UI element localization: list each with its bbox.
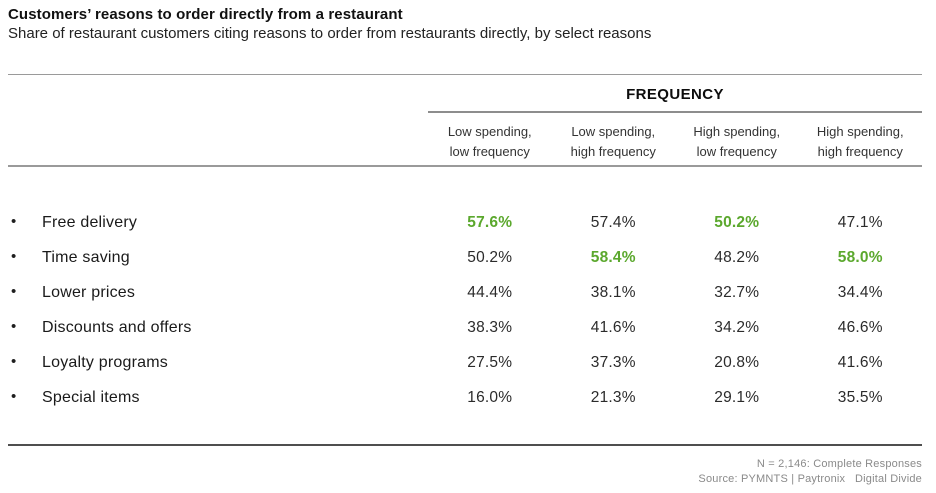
row-label: Lower prices <box>42 283 136 301</box>
column-header-high-high: High spending, high frequency <box>816 124 904 159</box>
value-cell: 50.2% <box>467 248 513 266</box>
column-headers: Low spending, low frequency Low spending… <box>428 122 922 162</box>
value-cell: 29.1% <box>714 388 760 406</box>
table-body: • Free delivery 57.6% 57.4% 50.2% 47.1% … <box>8 205 922 415</box>
row-label: Loyalty programs <box>42 353 168 371</box>
divider-frequency <box>428 111 922 113</box>
bullet-icon: • <box>11 352 17 370</box>
value-cell: 32.7% <box>714 283 760 301</box>
row-label-cell: • Lower prices <box>8 282 428 302</box>
row-label: Discounts and offers <box>42 318 192 336</box>
value-cell: 21.3% <box>590 388 636 406</box>
row-label: Time saving <box>42 248 130 266</box>
divider-top <box>8 74 922 75</box>
value-cell: 35.5% <box>837 388 883 406</box>
table-row-loyalty-programs: • Loyalty programs 27.5% 37.3% 20.8% 41.… <box>8 345 922 380</box>
table-row-time-saving: • Time saving 50.2% 58.4% 48.2% 58.0% <box>8 240 922 275</box>
value-cell: 41.6% <box>590 318 636 336</box>
table-row-special-items: • Special items 16.0% 21.3% 29.1% 35.5% <box>8 380 922 415</box>
column-header-high-low: High spending, low frequency <box>693 124 781 159</box>
row-label-cell: • Free delivery <box>8 212 428 232</box>
table-row-free-delivery: • Free delivery 57.6% 57.4% 50.2% 47.1% <box>8 205 922 240</box>
value-cell: 20.8% <box>714 353 760 371</box>
source-note: Source: PYMNTS | Paytronix Digital Divid… <box>698 473 922 485</box>
value-cell: 38.3% <box>467 318 513 336</box>
value-cell: 57.6% <box>467 213 513 231</box>
table-row-discounts-and-offers: • Discounts and offers 38.3% 41.6% 34.2%… <box>8 310 922 345</box>
value-cell: 47.1% <box>837 213 883 231</box>
bullet-icon: • <box>11 282 17 300</box>
value-cell: 48.2% <box>714 248 760 266</box>
sample-size-note: N = 2,146: Complete Responses <box>756 458 922 470</box>
value-cell: 44.4% <box>467 283 513 301</box>
column-header-low-high: Low spending, high frequency <box>570 124 656 159</box>
value-cell: 58.0% <box>837 248 883 266</box>
bullet-icon: • <box>11 247 17 265</box>
value-cell: 46.6% <box>837 318 883 336</box>
bullet-icon: • <box>11 387 17 405</box>
table-row-lower-prices: • Lower prices 44.4% 38.1% 32.7% 34.4% <box>8 275 922 310</box>
bullet-icon: • <box>11 212 17 230</box>
value-cell: 34.4% <box>837 283 883 301</box>
page-title: Customers’ reasons to order directly fro… <box>8 6 403 23</box>
bullet-icon: • <box>11 317 17 335</box>
value-cell: 34.2% <box>714 318 760 336</box>
row-label: Free delivery <box>42 213 138 231</box>
value-cell: 58.4% <box>590 248 636 266</box>
value-cell: 57.4% <box>590 213 636 231</box>
page-subtitle: Share of restaurant customers citing rea… <box>8 25 652 42</box>
divider-header-body <box>8 165 922 167</box>
value-cell: 27.5% <box>467 353 513 371</box>
column-header-low-low: Low spending, low frequency <box>447 124 532 159</box>
row-label-cell: • Loyalty programs <box>8 352 428 372</box>
value-cell: 41.6% <box>837 353 883 371</box>
value-cell: 50.2% <box>714 213 760 231</box>
value-cell: 37.3% <box>590 353 636 371</box>
column-group-header: FREQUENCY <box>626 86 724 103</box>
divider-bottom <box>8 444 922 446</box>
row-label-cell: • Special items <box>8 387 428 407</box>
row-label: Special items <box>42 388 140 406</box>
value-cell: 16.0% <box>467 388 513 406</box>
value-cell: 38.1% <box>590 283 636 301</box>
row-label-cell: • Discounts and offers <box>8 317 428 337</box>
row-label-cell: • Time saving <box>8 247 428 267</box>
